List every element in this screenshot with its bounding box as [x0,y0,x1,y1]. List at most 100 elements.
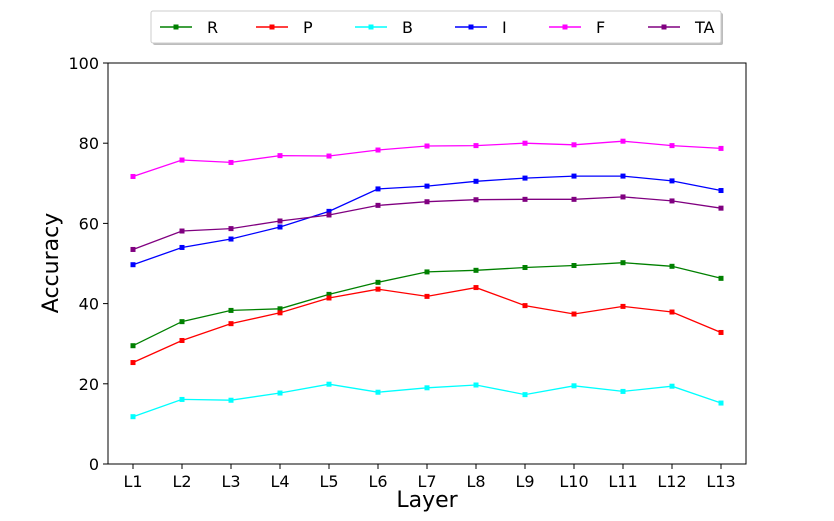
data-point-i [473,178,479,184]
y-axis: 0 20 40 60 80 100 [68,54,108,474]
x-tick-label: L7 [417,472,436,491]
data-point-f [375,147,381,153]
data-point-f [571,142,577,148]
data-point-ta [277,218,283,224]
series-line-i [132,175,722,266]
data-point-ta [130,246,136,252]
legend-box [150,10,722,44]
data-point-b [669,383,675,389]
data-point-ta [228,226,234,232]
y-tick-label: 0 [89,455,99,474]
data-point-b [326,381,332,387]
x-tick-label: L9 [515,472,534,491]
data-point-r [571,263,577,269]
plot-frame [107,62,747,465]
data-point-f [718,145,724,151]
data-point-ta [424,199,430,205]
legend-label-p: P [303,18,313,37]
x-tick-label: L6 [368,472,387,491]
x-tick-label: L4 [270,472,289,491]
x-tick-label: L3 [221,472,240,491]
y-tick-label: 60 [79,214,99,233]
data-point-b [522,392,528,398]
data-point-i [522,175,528,181]
legend-marker-p [269,24,275,30]
x-tick-label: L8 [466,472,485,491]
data-point-p [620,303,626,309]
x-axis-title: Layer [396,488,458,513]
data-point-f [277,153,283,159]
x-tick-label: L10 [559,472,588,491]
x-tick-label: L13 [706,472,735,491]
data-point-b [130,414,136,420]
data-point-b [620,388,626,394]
data-point-i [130,262,136,268]
data-point-b [228,397,234,403]
data-point-p [326,295,332,301]
data-point-i [326,208,332,214]
data-point-f [130,173,136,179]
data-point-b [277,390,283,396]
data-point-p [277,310,283,316]
legend-marker-b [368,24,374,30]
data-point-r [424,269,430,275]
data-point-ta [669,198,675,204]
x-tick-label: L2 [172,472,191,491]
data-point-r [473,267,479,273]
legend-label-i: I [502,18,507,37]
data-point-ta [620,194,626,200]
data-point-ta [375,202,381,208]
data-point-ta [473,197,479,203]
data-point-p [228,321,234,327]
series-line-r [132,262,722,347]
data-point-b [473,382,479,388]
data-point-r [620,260,626,266]
data-point-r [718,275,724,281]
x-tick-label: L11 [608,472,637,491]
data-point-i [718,188,724,194]
data-point-ta [522,196,528,202]
data-point-b [571,383,577,389]
x-tick-label: L1 [123,472,142,491]
data-point-ta [326,212,332,218]
y-axis-title: Accuracy [39,213,64,313]
data-point-f [669,143,675,149]
data-point-f [424,143,430,149]
y-tick-label: 20 [79,375,99,394]
data-point-b [718,400,724,406]
data-point-f [522,140,528,146]
y-tick-label: 100 [68,54,99,73]
data-point-i [424,183,430,189]
data-point-i [375,186,381,192]
series-line-ta [132,196,722,251]
data-point-i [179,244,185,250]
data-point-p [718,329,724,335]
data-point-p [130,360,136,366]
data-point-i [228,236,234,242]
data-point-r [326,291,332,297]
x-tick-label: L12 [657,472,686,491]
data-point-r [179,319,185,325]
data-point-r [375,279,381,285]
data-point-p [571,311,577,317]
data-point-p [669,309,675,315]
plot-area [107,62,747,465]
data-point-f [620,138,626,144]
legend-marker-f [562,24,568,30]
data-point-r [669,263,675,269]
y-tick-label: 40 [79,295,99,314]
legend: R P B I F TA [150,10,723,45]
data-point-i [620,173,626,179]
data-point-f [228,159,234,165]
data-point-ta [718,205,724,211]
data-point-r [228,307,234,313]
data-point-i [277,224,283,230]
legend-marker-r [173,24,179,30]
legend-label-ta: TA [694,18,715,37]
data-point-p [375,286,381,292]
data-point-p [424,293,430,299]
y-tick-label: 80 [79,134,99,153]
data-point-b [424,385,430,391]
data-point-f [179,157,185,163]
